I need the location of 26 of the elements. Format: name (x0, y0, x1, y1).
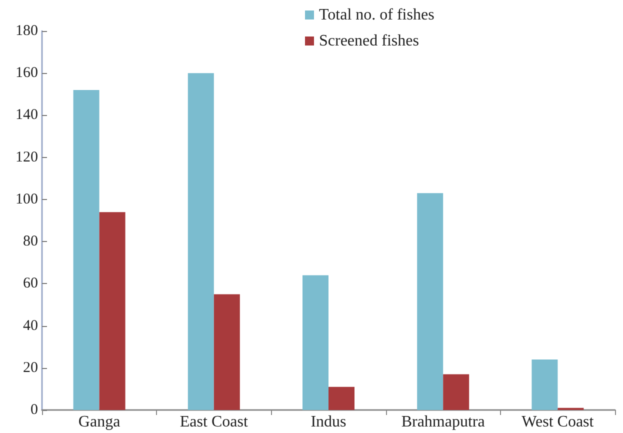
x-tick-label: Ganga (78, 414, 120, 430)
y-tick-label: 20 (23, 360, 38, 376)
bar (532, 359, 558, 410)
legend-label: Screened fishes (319, 32, 419, 50)
bar (188, 73, 214, 410)
y-tick-label: 80 (23, 234, 38, 250)
x-tick-label: Indus (310, 414, 346, 430)
bar (214, 294, 240, 410)
bar (302, 275, 328, 410)
bar (417, 193, 444, 410)
y-tick-label: 40 (23, 318, 38, 334)
bar (328, 386, 354, 410)
y-tick-label: 140 (16, 107, 38, 124)
x-tick-label: West Coast (522, 414, 594, 430)
y-tick-label: 180 (16, 23, 38, 39)
y-tick-label: 0 (30, 402, 38, 418)
y-tick-label: 60 (23, 276, 38, 292)
legend-label: Total no. of fishes (319, 6, 434, 24)
y-tick-label: 120 (16, 149, 38, 166)
bar (443, 374, 470, 410)
y-tick-label: 160 (16, 65, 38, 82)
y-tick-label: 100 (16, 191, 38, 208)
bar (99, 212, 126, 410)
x-tick-label: East Coast (180, 414, 248, 430)
x-tick-label: Brahmaputra (401, 414, 485, 430)
bar (73, 90, 100, 410)
